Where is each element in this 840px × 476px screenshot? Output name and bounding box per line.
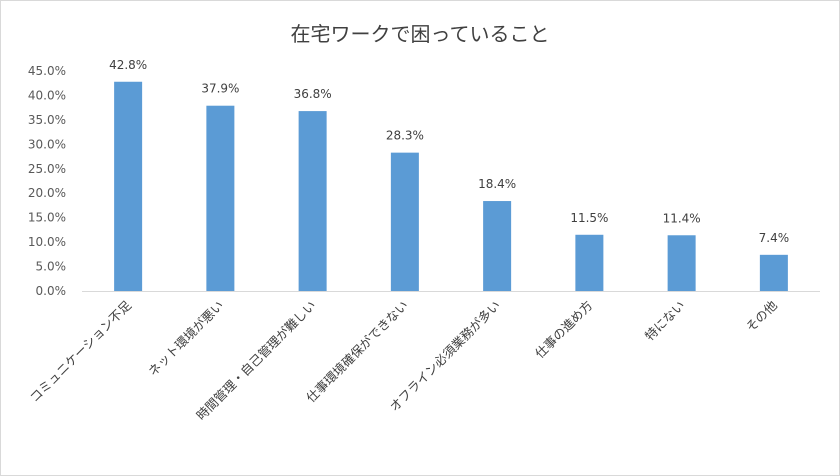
bar [667, 235, 696, 291]
data-label: 37.9% [201, 82, 239, 96]
y-tick-label: 0.0% [36, 284, 67, 298]
bar [298, 111, 327, 291]
data-label: 36.8% [294, 87, 332, 101]
x-category-label: 仕事の進め方 [532, 298, 596, 362]
y-tick-label: 10.0% [28, 235, 66, 249]
data-labels: 42.8% 37.9% 36.8% 28.3% 18.4% 11.5% 11.4% 7.4% [109, 58, 789, 245]
x-axis-labels: コミュニケーション不足 ネット環境が悪い時間管理・自己管理が難しい仕事環境確保がで… [27, 297, 781, 423]
data-label: 28.3% [386, 129, 424, 143]
bar [759, 254, 788, 291]
y-tick-label: 35.0% [28, 113, 66, 127]
y-axis: 0.0% 5.0% 10.0% 15.0% 20.0% 25.0% 30.0% 35.0% 40… [28, 64, 820, 298]
data-label: 11.4% [663, 211, 701, 225]
data-label: 42.8% [109, 58, 147, 72]
chart-title: 在宅ワークで困っていること [290, 22, 550, 46]
x-category-label: 仕事環境確保ができない [303, 298, 411, 406]
bar [575, 234, 604, 291]
x-category-label: ネット環境が悪い [145, 298, 226, 379]
bar [483, 201, 512, 291]
y-tick-label: 25.0% [28, 162, 66, 176]
data-label: 7.4% [759, 231, 790, 245]
y-tick-label: 30.0% [28, 137, 66, 151]
x-category-label: コミュニケーション不足 [27, 297, 135, 405]
x-category-label: 特にない [642, 298, 688, 344]
y-tick-label: 45.0% [28, 64, 66, 78]
y-tick-label: 40.0% [28, 88, 66, 102]
bar [206, 105, 235, 291]
y-tick-label: 15.0% [28, 211, 66, 225]
y-tick-label: 20.0% [28, 186, 66, 200]
y-tick-label: 5.0% [36, 260, 67, 274]
data-label: 18.4% [478, 177, 516, 191]
x-category-label: その他 [743, 297, 780, 334]
bars [114, 81, 788, 291]
bar [114, 81, 143, 291]
bar [390, 152, 419, 291]
data-label: 11.5% [570, 211, 608, 225]
